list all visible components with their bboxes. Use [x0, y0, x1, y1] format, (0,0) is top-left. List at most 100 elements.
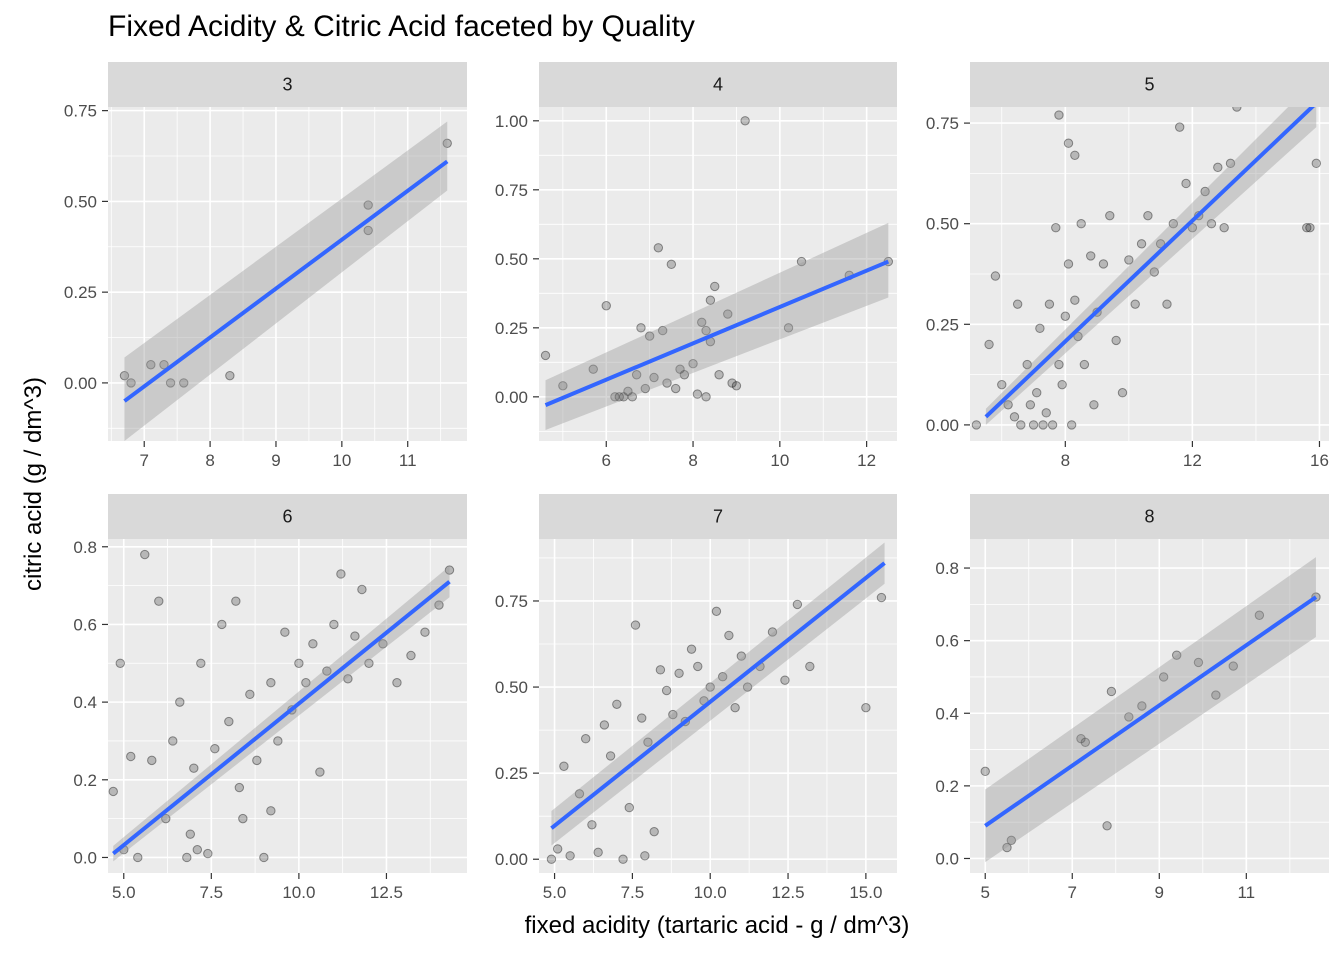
data-point — [1022, 359, 1032, 370]
data-point — [1124, 712, 1134, 722]
data-point — [252, 755, 262, 766]
x-tick-label: 10 — [332, 451, 351, 470]
data-point — [661, 685, 672, 696]
y-tick-label: 0.25 — [64, 283, 97, 302]
data-point — [631, 370, 642, 380]
data-point — [796, 256, 807, 267]
data-point — [133, 852, 143, 863]
data-point — [1232, 107, 1242, 112]
data-point — [1206, 218, 1217, 229]
data-point — [146, 360, 156, 370]
data-point — [701, 325, 711, 336]
data-point — [653, 243, 664, 253]
data-point — [714, 370, 724, 380]
panel-background — [539, 539, 897, 873]
facet-strip — [970, 62, 1329, 107]
y-tick-label: 0.75 — [495, 181, 528, 200]
data-point — [610, 392, 620, 402]
x-tick-label: 15.0 — [849, 883, 882, 902]
data-point — [693, 661, 703, 672]
data-point — [442, 138, 452, 149]
x-tick-label: 7 — [139, 451, 148, 470]
data-point — [614, 392, 624, 402]
data-point — [618, 392, 629, 402]
regression-line — [123, 159, 449, 403]
data-point — [636, 323, 646, 333]
data-point — [1219, 223, 1229, 233]
data-point — [1098, 259, 1109, 269]
data-point — [574, 789, 585, 799]
data-point — [644, 331, 655, 341]
regression-line — [984, 107, 1315, 419]
data-point — [140, 549, 150, 560]
x-tick-label: 12 — [857, 451, 876, 470]
data-point — [861, 703, 871, 713]
data-point — [357, 584, 367, 595]
y-tick-label: 0.6 — [73, 615, 97, 634]
data-point — [984, 339, 994, 350]
data-point — [723, 309, 733, 319]
data-point — [126, 378, 136, 388]
data-point — [588, 364, 598, 374]
data-point — [165, 378, 176, 388]
data-point — [655, 665, 666, 675]
y-tick-label: 0.4 — [935, 704, 959, 723]
data-point — [175, 697, 185, 707]
y-tick-label: 0.75 — [64, 102, 97, 121]
data-point — [1200, 186, 1210, 197]
data-point — [1070, 295, 1080, 305]
data-point — [705, 682, 715, 692]
data-point — [612, 699, 622, 709]
data-point — [266, 806, 276, 816]
data-point — [315, 767, 325, 777]
data-point — [434, 600, 444, 610]
y-tick-label: 0.00 — [64, 374, 97, 393]
data-point — [1009, 412, 1020, 422]
data-point — [406, 650, 416, 661]
data-point — [294, 658, 304, 668]
data-point — [1073, 331, 1083, 342]
data-point — [1063, 138, 1074, 148]
data-point — [637, 713, 647, 723]
data-point — [701, 392, 711, 402]
data-point — [126, 751, 136, 762]
data-point — [1047, 420, 1058, 430]
data-point — [363, 225, 373, 236]
data-point — [767, 627, 778, 637]
data-point — [1174, 122, 1185, 132]
y-tick-label: 0.00 — [495, 850, 528, 869]
data-point — [1143, 210, 1153, 221]
data-point — [724, 630, 734, 641]
data-point — [599, 720, 610, 730]
data-point — [1168, 218, 1179, 229]
facet-strip — [970, 494, 1329, 539]
y-tick-label: 0.75 — [495, 592, 528, 611]
data-point — [876, 592, 887, 603]
data-point — [697, 317, 707, 328]
facet-panel-5: 5 8 12 16 0.00 0.25 0.50 0.75 — [926, 62, 1329, 470]
data-point — [1035, 323, 1045, 334]
data-point — [980, 766, 990, 777]
data-point — [1002, 842, 1012, 853]
regression-line — [984, 595, 1318, 828]
data-point — [1032, 388, 1042, 398]
data-point — [1054, 359, 1064, 370]
data-point — [1038, 420, 1048, 430]
data-point — [224, 716, 234, 727]
data-point — [640, 851, 650, 861]
data-point — [1193, 657, 1204, 668]
data-point — [783, 323, 794, 333]
data-point — [1016, 420, 1026, 430]
data-point — [1006, 835, 1017, 846]
x-tick-label: 9 — [1155, 883, 1164, 902]
data-point — [322, 666, 332, 676]
data-point — [1028, 420, 1039, 430]
data-point — [1311, 158, 1321, 169]
y-tick-label: 0.50 — [495, 250, 528, 269]
panel-background — [539, 107, 897, 441]
regression-line — [550, 561, 886, 830]
data-point — [168, 736, 178, 746]
regression-line — [111, 580, 451, 856]
y-tick-label: 0.50 — [64, 192, 97, 211]
data-point — [1117, 388, 1128, 398]
